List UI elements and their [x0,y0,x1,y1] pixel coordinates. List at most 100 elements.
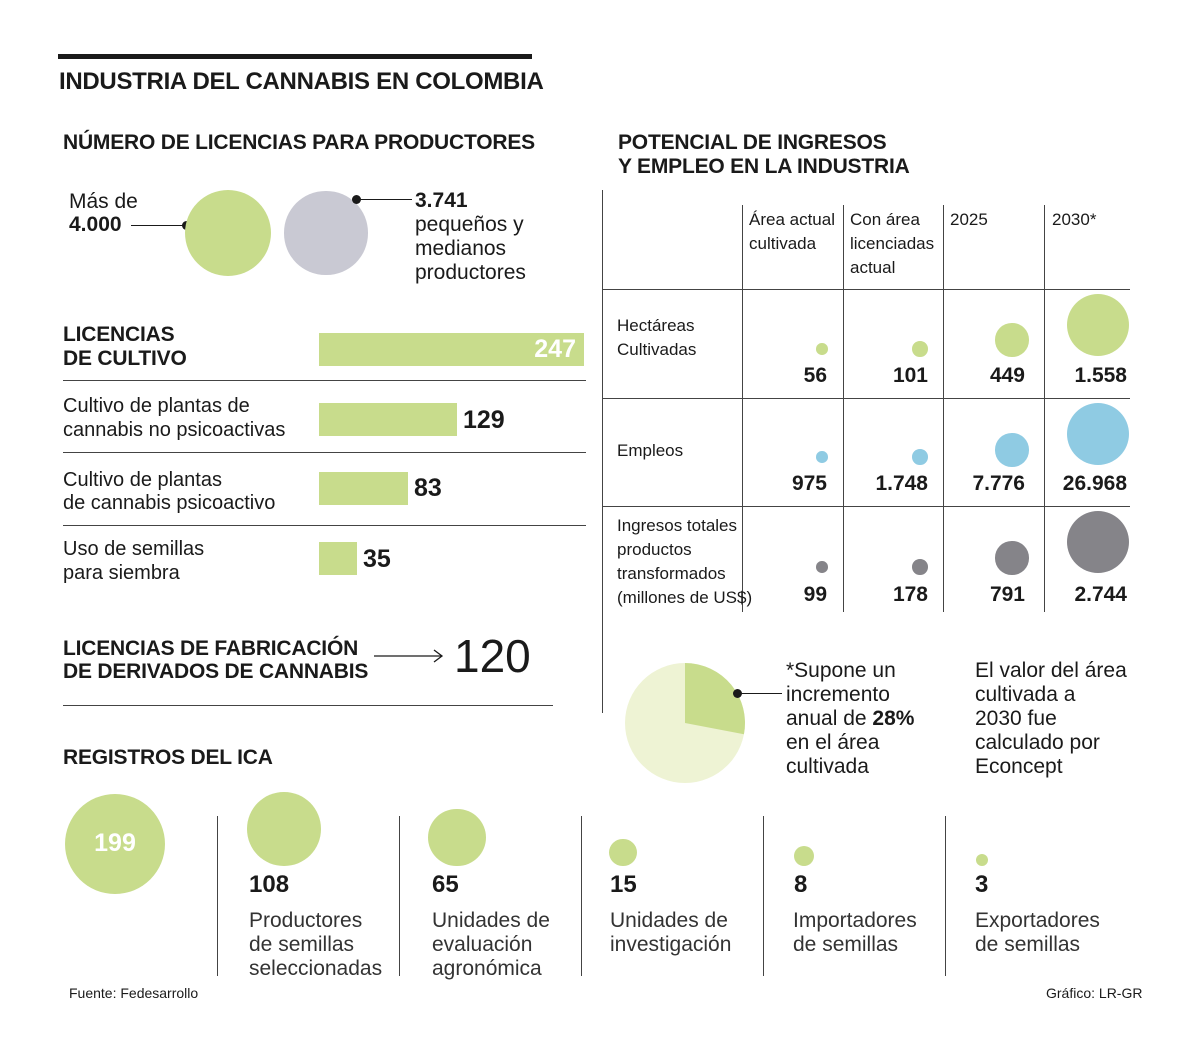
ica-total-value: 199 [94,829,136,857]
ica-importadores-label-2: de semillas [793,933,899,956]
empleos-2030-circle [1067,403,1129,465]
ingresos-actual-value: 99 [803,583,827,606]
col-header-2-line-1: Con área [850,210,920,229]
bar-cultivo-psicoactivo-value: 83 [414,474,442,502]
ica-exportadores-label-2: de semillas [975,933,1081,956]
productores-big-circle [185,190,271,276]
cultivo-heading-1: LICENCIAS [63,323,175,346]
productores-right-label-3: productores [415,261,526,284]
row-3-label-4: (millones de US$) [617,588,753,607]
bar-cultivo-no-psicoactivas-value: 129 [463,406,505,434]
econcept-line-1: El valor del área [975,659,1127,682]
note-line-3-text: anual de [786,707,867,730]
bar-semillas-siembra-value: 35 [363,545,391,573]
fabricacion-heading-2: DE DERIVADOS DE CANNABIS [63,660,369,683]
credit-note: Gráfico: LR-GR [1046,985,1143,1001]
ingresos-2030-value: 2.744 [1074,583,1127,606]
ica-divider-1 [217,816,218,976]
empleos-licenciadas-circle [912,449,928,465]
ica-exportadores-value: 3 [975,871,989,898]
ica-divider-5 [945,816,946,976]
row-3-label-2: productos [617,540,692,559]
hectareas-actual-value: 56 [803,364,827,387]
ingresos-2025-circle [995,541,1029,575]
ica-productores-circle [247,792,321,866]
hectareas-licenciadas-value: 101 [892,364,928,387]
fabricacion-heading-1: LICENCIAS DE FABRICACIÓN [63,637,359,660]
ica-total-circle [65,794,165,894]
pie-slice-28 [685,663,746,735]
ica-divider-4 [763,816,764,976]
ica-evaluacion-value: 65 [432,871,459,898]
ica-evaluacion-label-3: agronómica [432,957,542,980]
econcept-line-4: calculado por [975,731,1100,754]
cultivo-row-2-label-2: de cannabis psicoactivo [63,492,276,514]
productores-left-prefix: Más de [69,190,138,213]
row-divider-2 [602,398,1130,399]
empleos-2025-circle [995,433,1029,467]
row-divider-1 [602,289,1130,290]
ica-exportadores-circle [975,853,989,866]
potencial-heading-2: Y EMPLEO EN LA INDUSTRIA [618,155,910,178]
ica-evaluacion-label-2: evaluación [432,933,533,956]
hectareas-2030-circle [1067,294,1129,356]
ica-divider-2 [399,816,400,976]
empleos-licenciadas-value: 1.748 [875,472,928,495]
cultivo-divider-3 [63,525,586,526]
col-header-1-line-1: Área actual [749,210,835,229]
col-header-4: 2030* [1052,210,1097,229]
ica-productores-label-3: seleccionadas [249,957,383,980]
cultivo-row-2-label-1: Cultivo de plantas [63,469,222,491]
ica-divider-3 [581,816,582,976]
source-note: Fuente: Fedesarrollo [69,985,199,1001]
cultivo-row-1-label-1: Cultivo de plantas de [63,395,250,417]
ica-evaluacion-label-1: Unidades de [432,909,550,932]
ica-investigacion-label-1: Unidades de [610,909,728,932]
growth-pie-chart [625,663,746,783]
cultivo-row-1-label-2: cannabis no psicoactivas [63,419,286,441]
cultivo-row-3-label-1: Uso de semillas [63,538,205,560]
row-1-label-1: Hectáreas [617,316,695,335]
hectareas-licenciadas-circle [912,341,928,357]
fabricacion-arrow-icon [374,649,444,663]
page-title: INDUSTRIA DEL CANNABIS EN COLOMBIA [59,68,544,95]
note-percentage: 28% [872,707,915,730]
col-header-2-line-2: licenciadas [850,234,935,253]
ica-heading: REGISTROS DEL ICA [63,746,273,769]
row-divider-3 [602,506,1130,507]
cultivo-divider-1 [63,380,586,381]
fabricacion-value: 120 [454,630,531,682]
col-header-2-line-3: actual [850,258,896,277]
hectareas-2025-value: 449 [989,364,1025,387]
row-3-label-1: Ingresos totales [617,516,738,535]
potencial-heading-1: POTENCIAL DE INGRESOS [618,131,887,154]
col-divider-3 [943,205,944,612]
productores-right-dot [352,195,361,204]
empleos-actual-value: 975 [791,472,827,495]
empleos-2025-value: 7.776 [972,472,1025,495]
ingresos-licenciadas-circle [912,559,928,575]
bar-semillas-siembra [319,542,357,575]
ingresos-2025-value: 791 [989,583,1025,606]
empleos-actual-circle [816,451,828,463]
ica-investigacion-label-2: investigación [610,933,732,956]
hectareas-actual-circle [816,343,828,355]
productores-right-leader [357,199,412,200]
note-line-1: *Supone un [786,659,896,682]
ica-productores-label-1: Productores [249,909,363,932]
note-line-5: cultivada [786,755,869,778]
title-rule [58,54,532,59]
ingresos-licenciadas-value: 178 [892,583,928,606]
hectareas-2025-circle [995,323,1029,357]
ica-importadores-value: 8 [794,871,808,898]
bar-cultivo-total [319,333,584,366]
empleos-2030-value: 26.968 [1062,472,1127,495]
productores-right-label-1: pequeños y [415,213,524,236]
potencial-left-rule [602,190,603,713]
col-header-1-line-2: cultivada [749,234,817,253]
ica-importadores-circle [793,845,815,866]
bar-cultivo-no-psicoactivas [319,403,457,436]
cultivo-heading-2: DE CULTIVO [63,347,187,370]
productores-left-value: 4.000 [69,213,122,236]
pie-leader-dot [733,689,742,698]
